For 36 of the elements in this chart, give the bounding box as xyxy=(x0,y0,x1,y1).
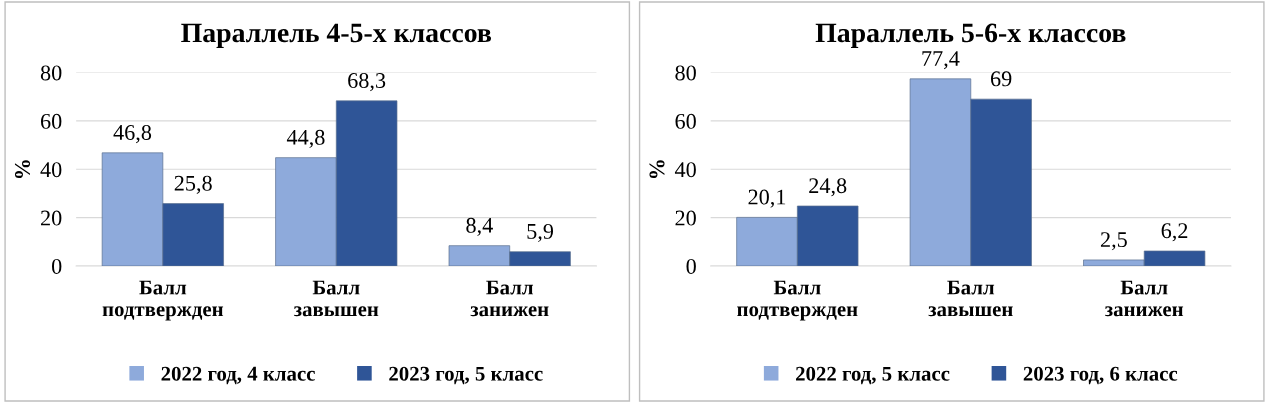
data-label: 77,4 xyxy=(922,51,960,70)
y-tick-label: 60 xyxy=(40,113,62,129)
data-label: 6,2 xyxy=(1161,223,1188,242)
y-tick-label: 80 xyxy=(40,65,62,81)
legend-label: 2023 год, 5 класс xyxy=(389,366,543,385)
data-label: 44,8 xyxy=(286,129,325,148)
x-tick-label: Балл завышен xyxy=(928,280,1013,317)
data-label: 24,8 xyxy=(809,178,847,197)
y-tick-label: 80 xyxy=(675,65,696,81)
data-label: 2,5 xyxy=(1100,232,1127,251)
y-tick-label: 0 xyxy=(686,258,696,274)
chart-title: Параллель 5-6-х классов xyxy=(815,23,1126,48)
y-axis-title: % xyxy=(14,160,31,179)
y-tick-label: 40 xyxy=(40,162,62,178)
y-axis-title: % xyxy=(649,160,665,179)
y-tick-label: 20 xyxy=(675,210,696,226)
y-tick-label: 40 xyxy=(674,162,696,178)
chart-title: Параллель 4-5-х классов xyxy=(181,23,492,48)
legend-label: 2023 год, 6 класс xyxy=(1023,366,1178,385)
x-tick-label: Балл подтвержден xyxy=(102,280,224,321)
data-label: 8,4 xyxy=(466,217,493,237)
y-tick-label: 20 xyxy=(41,210,62,226)
data-label: 69 xyxy=(990,71,1012,87)
data-label: 68,3 xyxy=(348,72,386,92)
x-tick-label: Балл занижен xyxy=(1105,280,1184,317)
y-tick-label: 60 xyxy=(675,113,696,129)
data-label: 5,9 xyxy=(527,223,554,243)
x-tick-label: Балл занижен xyxy=(470,280,549,317)
x-tick-label: Балл завышен xyxy=(293,280,379,317)
data-label: 20,1 xyxy=(748,189,786,208)
data-label: 25,8 xyxy=(174,175,212,194)
x-tick-label: Балл подтвержден xyxy=(737,280,858,321)
legend-label: 2022 год, 5 класс xyxy=(796,366,950,385)
data-label: 46,8 xyxy=(113,124,152,144)
y-tick-label: 0 xyxy=(51,258,62,274)
legend-label: 2022 год, 4 класс xyxy=(161,366,315,385)
